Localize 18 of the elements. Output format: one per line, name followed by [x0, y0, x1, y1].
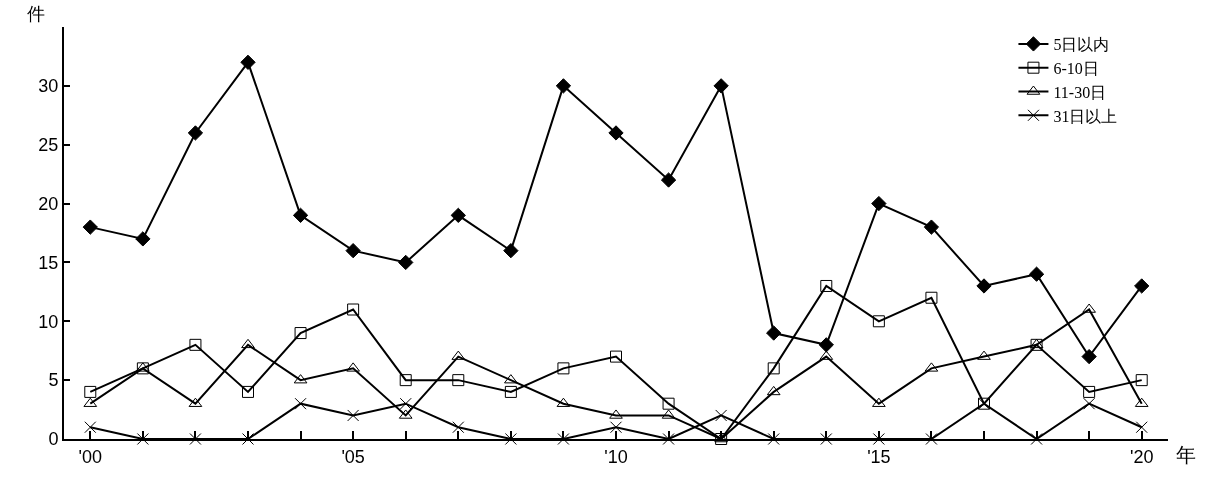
y-axis-title: 件 — [27, 4, 45, 24]
x-axis-title: 年 — [1176, 444, 1196, 466]
legend-label: 5日以内 — [1053, 36, 1110, 54]
y-tick-label: 5 — [48, 370, 59, 391]
x-tick-label: '15 — [867, 446, 891, 467]
x-tick-label: '05 — [341, 446, 365, 467]
y-tick-label: 25 — [38, 135, 59, 156]
y-tick-label: 10 — [38, 311, 59, 332]
x-tick-label: '10 — [604, 446, 628, 467]
y-tick-label: 15 — [38, 252, 59, 273]
y-tick-label: 20 — [38, 193, 59, 214]
legend-label: 31日以上 — [1053, 107, 1118, 125]
y-tick-label: 0 — [48, 429, 59, 450]
x-tick-label: '20 — [1129, 446, 1154, 467]
legend-label: 6-10日 — [1053, 59, 1099, 77]
y-tick-label: 30 — [38, 76, 59, 97]
legend-label: 11-30日 — [1053, 83, 1107, 101]
x-tick-label: '00 — [78, 446, 103, 467]
